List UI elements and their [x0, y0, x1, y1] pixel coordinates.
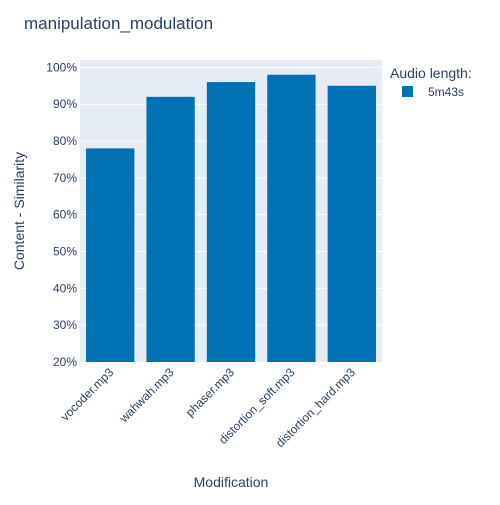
legend-item-label[interactable]: 5m43s	[428, 85, 464, 99]
y-tick-label: 50%	[53, 245, 77, 259]
legend: Audio length: 5m43s	[390, 65, 472, 99]
y-tick-label: 40%	[53, 281, 77, 295]
x-tick-label: wahwah.mp3	[116, 365, 177, 426]
x-tick-labels: vocoder.mp3 wahwah.mp3 phaser.mp3distortio…	[58, 365, 358, 450]
x-tick-label: vocoder.mp3	[58, 365, 117, 424]
legend-title: Audio length:	[390, 65, 472, 81]
bars	[86, 74, 376, 363]
bar-phaser-mp3[interactable]	[206, 82, 256, 362]
x-axis-title: Modification	[194, 474, 269, 490]
y-tick-label: 20%	[53, 355, 77, 369]
bar-vocoder-mp3[interactable]	[86, 148, 135, 362]
bar-distortion-hard-mp3[interactable]	[327, 85, 376, 362]
y-tick-label: 80%	[53, 134, 77, 148]
y-tick-label: 70%	[53, 171, 77, 185]
y-tick-label: 60%	[53, 208, 77, 222]
bar-distortion-soft-mp3[interactable]	[267, 74, 316, 363]
y-tick-label: 100%	[46, 60, 77, 74]
y-axis-title: Content - Similarity	[11, 152, 27, 270]
legend-swatch[interactable]	[402, 86, 413, 97]
y-tick-labels: 20% 30% 40% 50% 60% 70% 80% 90% 100%	[46, 60, 77, 369]
x-tick-label: phaser.mp3	[183, 365, 237, 419]
bar-wahwah-mp3[interactable]	[146, 96, 195, 362]
y-tick-label: 30%	[53, 318, 77, 332]
chart-title: manipulation_modulation	[24, 14, 213, 33]
y-tick-label: 90%	[53, 97, 77, 111]
